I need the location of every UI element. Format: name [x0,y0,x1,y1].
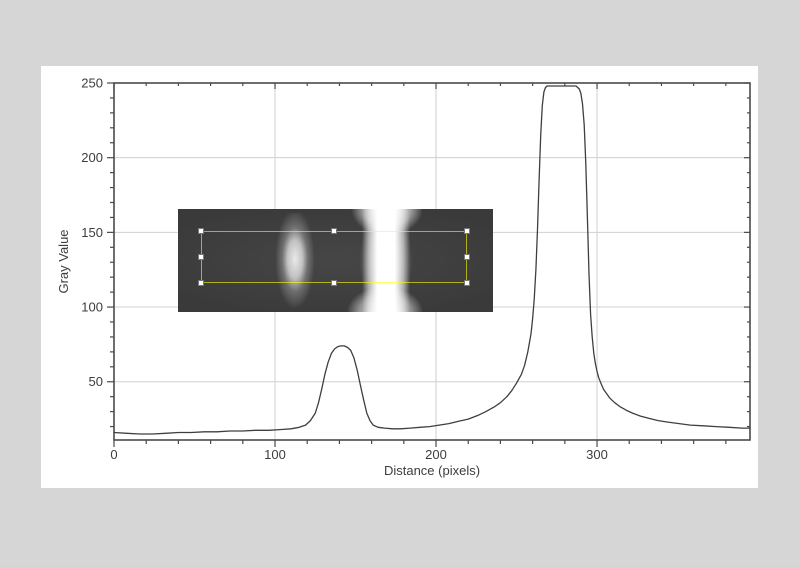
roi-handle-s[interactable] [331,280,337,286]
roi-handle-e[interactable] [464,254,470,260]
roi-handle-nw[interactable] [198,228,204,234]
x-axis-label: Distance (pixels) [384,463,480,478]
plot-window: 0 100 200 300 50 100 150 200 250 Distance (pixels… [41,66,758,488]
roi-handle-se[interactable] [464,280,470,286]
roi-handle-sw[interactable] [198,280,204,286]
roi-rectangle[interactable] [201,231,467,283]
tick-label: 200 [81,150,103,165]
tick-label: 200 [425,447,447,462]
y-axis-label: Gray Value [56,229,71,293]
bright-band-bottom-bloom [336,279,434,312]
tick-label: 150 [81,225,103,240]
tick-label: 300 [586,447,608,462]
roi-handle-n[interactable] [331,228,337,234]
tick-label: 100 [264,447,286,462]
tick-label: 100 [81,300,103,315]
tick-label: 0 [110,447,117,462]
tick-label: 50 [89,374,103,389]
roi-handle-ne[interactable] [464,228,470,234]
roi-handle-w[interactable] [198,254,204,260]
dim-band-image [276,213,314,309]
bright-band-top-bloom [341,209,433,243]
tick-label: 250 [81,76,103,91]
source-image-inset[interactable] [178,209,493,312]
